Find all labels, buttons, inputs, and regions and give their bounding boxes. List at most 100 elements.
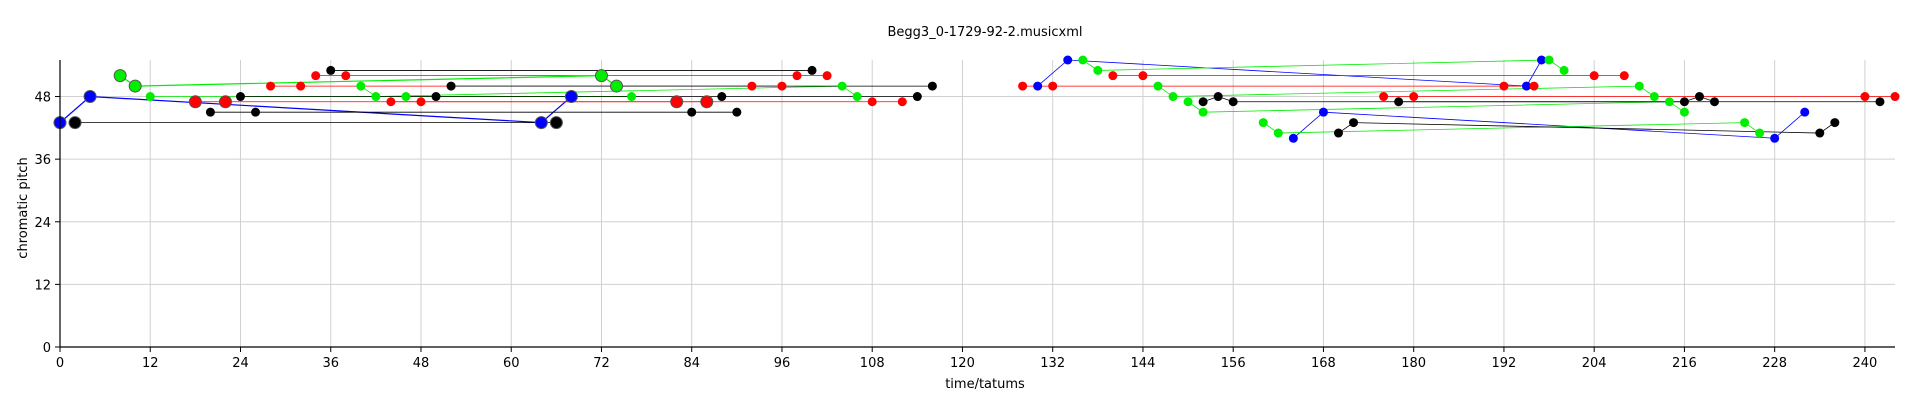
note-point	[356, 81, 366, 91]
note-point	[266, 81, 276, 91]
note-point	[534, 116, 548, 130]
note-point	[564, 90, 578, 104]
note-point	[1213, 92, 1223, 102]
note-point	[1138, 71, 1148, 81]
note-point	[1860, 92, 1870, 102]
note-point	[1183, 97, 1193, 107]
x-tick-label: 84	[683, 356, 700, 371]
x-tick-label: 96	[774, 356, 791, 371]
note-point	[1559, 65, 1569, 75]
melody-line	[1202, 96, 1715, 103]
note-point	[594, 69, 608, 83]
x-tick-label: 180	[1401, 356, 1426, 371]
x-tick-label: 60	[503, 356, 520, 371]
melody-line	[59, 95, 572, 124]
note-point	[1537, 55, 1547, 65]
x-axis-label: time/tatums	[945, 377, 1025, 392]
note-point	[1679, 97, 1689, 107]
note-point	[852, 92, 862, 102]
note-point	[1619, 71, 1629, 81]
note-point	[747, 81, 757, 91]
note-point	[1078, 55, 1088, 65]
chart-title: Begg3_0-1729-92-2.musicxml	[888, 25, 1083, 40]
note-point	[700, 95, 714, 109]
melody-line	[1082, 59, 1565, 71]
x-tick-label: 132	[1040, 356, 1065, 371]
x-tick-label: 156	[1221, 356, 1246, 371]
x-tick-label: 24	[232, 356, 249, 371]
note-point	[687, 107, 697, 117]
note-point	[549, 116, 563, 130]
y-tick-label: 24	[34, 216, 51, 231]
note-point	[1830, 118, 1840, 128]
x-tick-label: 192	[1492, 356, 1517, 371]
melody-line	[1338, 122, 1836, 134]
note-point	[1890, 92, 1900, 102]
note-point	[341, 71, 351, 81]
note-point	[732, 107, 742, 117]
note-point	[1649, 92, 1659, 102]
note-point	[218, 95, 232, 109]
note-point	[1093, 65, 1103, 75]
x-tick-label: 120	[950, 356, 975, 371]
note-point	[235, 92, 245, 102]
melody-line	[1263, 122, 1760, 134]
x-tick-label: 108	[860, 356, 885, 371]
melody-line	[1187, 101, 1685, 113]
note-point	[326, 65, 336, 75]
note-point	[627, 92, 637, 102]
note-point	[1033, 81, 1043, 91]
axes	[55, 60, 1895, 352]
x-tick-label: 216	[1672, 356, 1697, 371]
note-point	[1318, 107, 1328, 117]
note-point	[68, 116, 82, 130]
note-point	[1679, 107, 1689, 117]
note-point	[401, 92, 411, 102]
note-point	[867, 97, 877, 107]
note-point	[1273, 128, 1283, 138]
note-point	[1333, 128, 1343, 138]
note-point	[145, 92, 155, 102]
y-tick-label: 36	[34, 153, 51, 168]
x-tick-label: 168	[1311, 356, 1336, 371]
note-point	[1755, 128, 1765, 138]
y-axis-label: chromatic pitch	[16, 157, 31, 258]
note-point	[1349, 118, 1359, 128]
note-point	[1770, 133, 1780, 143]
note-point	[1815, 128, 1825, 138]
note-point	[128, 79, 142, 93]
note-point	[1710, 97, 1720, 107]
note-point	[1529, 81, 1539, 91]
melody-line	[1157, 85, 1655, 97]
x-tick-label: 48	[413, 356, 430, 371]
note-point	[822, 71, 832, 81]
note-point	[1875, 97, 1885, 107]
note-point	[610, 79, 624, 93]
note-point	[1499, 81, 1509, 91]
melody-line	[1293, 111, 1806, 139]
note-point	[837, 81, 847, 91]
note-point	[807, 65, 817, 75]
note-point	[927, 81, 937, 91]
note-point	[1800, 107, 1810, 117]
note-point	[1740, 118, 1750, 128]
note-point	[1048, 81, 1058, 91]
y-tick-label: 48	[34, 91, 51, 106]
note-points	[53, 55, 1900, 143]
note-point	[1258, 118, 1268, 128]
note-point	[1634, 81, 1644, 91]
note-point	[1198, 107, 1208, 117]
note-point	[1394, 97, 1404, 107]
melody-line	[1037, 59, 1542, 87]
note-point	[1544, 55, 1554, 65]
note-point	[371, 92, 381, 102]
note-point	[416, 97, 426, 107]
note-point	[311, 71, 321, 81]
note-point	[386, 97, 396, 107]
x-tick-label: 72	[593, 356, 610, 371]
note-point	[792, 71, 802, 81]
x-tick-label: 12	[142, 356, 159, 371]
note-point	[912, 92, 922, 102]
x-tick-label: 144	[1131, 356, 1156, 371]
